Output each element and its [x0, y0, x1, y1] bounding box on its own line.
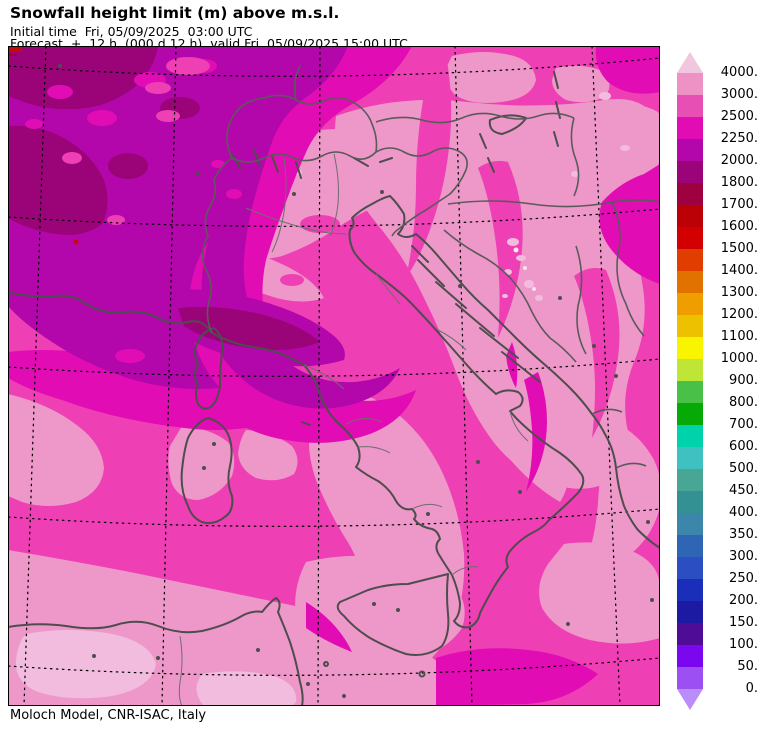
colorbar-band: [677, 403, 703, 425]
colorbar-band: [677, 469, 703, 491]
country-borders: [201, 65, 660, 469]
colorbar-labels: 4000. 3000. 2500. 2250. 2000. 1800. 1700. 1600.…: [700, 52, 758, 710]
colorbar-label: 2000.: [720, 153, 758, 168]
colorbar-band: [677, 117, 703, 139]
croatian-islands: [411, 245, 541, 383]
model-credit: Moloch Model, CNR-ISAC, Italy: [10, 708, 207, 723]
lake-balaton: [488, 114, 527, 135]
colorbar-bands: [677, 73, 703, 689]
coast-sardinia: [180, 417, 234, 525]
colorbar-label: 0.: [745, 681, 758, 696]
colorbar-label: 1600.: [720, 219, 758, 234]
region-borders: [178, 153, 529, 706]
colorbar-band: [677, 491, 703, 513]
fill-darkest-1800-2000: [8, 46, 320, 350]
fill-white-spots: [513, 247, 536, 291]
colorbar-label: 700.: [729, 417, 758, 432]
colorbar-label: 1500.: [720, 241, 758, 256]
coastlines: [8, 71, 660, 706]
colorbar-label: 1200.: [720, 307, 758, 322]
colorbar-band: [677, 601, 703, 623]
map-frame: [8, 46, 660, 706]
colorbar: [677, 52, 703, 710]
colorbar-band: [677, 447, 703, 469]
fill-red-specks: [8, 48, 79, 245]
colorbar-label: 100.: [729, 637, 758, 652]
colorbar-band: [677, 535, 703, 557]
colorbar-band: [677, 73, 703, 95]
coast-north-africa: [8, 597, 304, 706]
colorbar-arrow-up: [677, 52, 703, 73]
colorbar-label: 450.: [729, 483, 758, 498]
colorbar-band: [677, 205, 703, 227]
colorbar-label: 150.: [729, 615, 758, 630]
colorbar-label: 1100.: [720, 329, 758, 344]
colorbar-band: [677, 183, 703, 205]
colorbar-band: [677, 667, 703, 689]
colorbar-label: 2500.: [720, 109, 758, 124]
island-elba: [301, 421, 311, 426]
colorbar-band: [677, 315, 703, 337]
initial-time-line: Initial time Fri, 05/09/2025 03:00 UTC: [10, 24, 253, 39]
colorbar-band: [677, 271, 703, 293]
colorbar-label: 1400.: [720, 263, 758, 278]
colorbar-label: 50.: [737, 659, 758, 674]
colorbar-band: [677, 557, 703, 579]
colorbar-label: 250.: [729, 571, 758, 586]
colorbar-arrow-down: [677, 689, 703, 710]
colorbar-band: [677, 645, 703, 667]
colorbar-band: [677, 623, 703, 645]
colorbar-label: 1700.: [720, 197, 758, 212]
alpine-lakes: [231, 149, 393, 179]
colorbar-label: 350.: [729, 527, 758, 542]
coast-italy-adriatic: [8, 195, 660, 629]
colorbar-label: 400.: [729, 505, 758, 520]
colorbar-label: 800.: [729, 395, 758, 410]
colorbar-band: [677, 513, 703, 535]
island-pantelleria: [323, 661, 329, 667]
colorbar-band: [677, 139, 703, 161]
colorbar-label: 1800.: [720, 175, 758, 190]
page-title: Snowfall height limit (m) above m.s.l.: [10, 4, 340, 22]
colorbar-label: 1300.: [720, 285, 758, 300]
colorbar-label: 500.: [729, 461, 758, 476]
balkan-ridge-marks: [479, 71, 561, 173]
colorbar-band: [677, 249, 703, 271]
fill-very-light-4000: [15, 92, 630, 706]
colorbar-band: [677, 381, 703, 403]
colorbar-label: 300.: [729, 549, 758, 564]
colorbar-band: [677, 95, 703, 117]
forecast-map: [8, 46, 660, 706]
colorbar-label: 2250.: [720, 131, 758, 146]
colorbar-band: [677, 227, 703, 249]
colorbar-band: [677, 425, 703, 447]
island-malta: [418, 670, 426, 678]
colorbar-band: [677, 579, 703, 601]
coast-sicily: [336, 573, 450, 656]
colorbar-band: [677, 293, 703, 315]
colorbar-label: 3000.: [720, 87, 758, 102]
colorbar-label: 4000.: [720, 65, 758, 80]
coast-corsica: [194, 327, 224, 410]
colorbar-label: 200.: [729, 593, 758, 608]
colorbar-band: [677, 359, 703, 381]
fill-base-streaks: [406, 46, 620, 438]
colorbar-label: 900.: [729, 373, 758, 388]
colorbar-label: 600.: [729, 439, 758, 454]
colorbar-band: [677, 161, 703, 183]
colorbar-band: [677, 337, 703, 359]
map-dots: [58, 64, 654, 698]
colorbar-label: 1000.: [720, 351, 758, 366]
fill-bright-blobs: [25, 57, 340, 363]
